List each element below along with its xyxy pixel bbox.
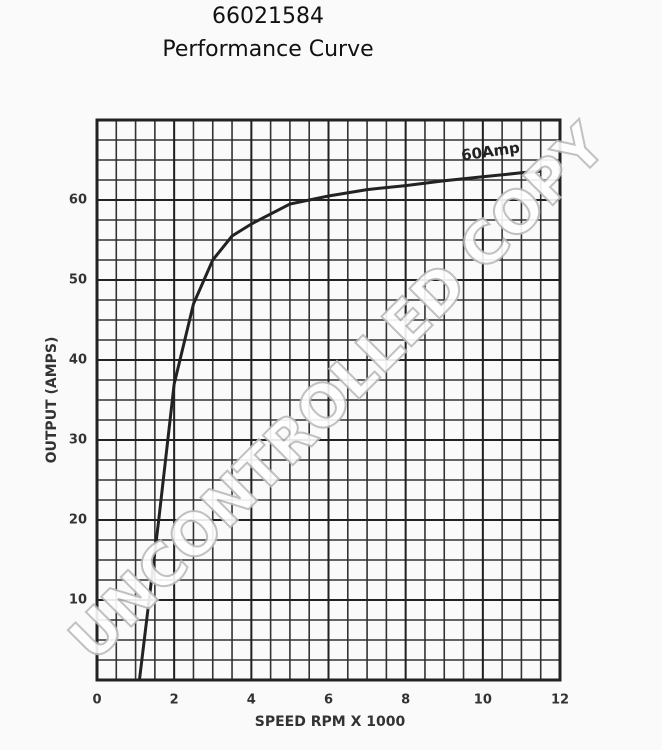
x-tick-label: 6 <box>324 693 333 708</box>
chart-subtitle: Performance Curve <box>162 37 373 62</box>
chart-title: 66021584 <box>212 4 324 29</box>
y-tick-label: 10 <box>69 593 87 608</box>
x-tick-label: 2 <box>170 693 179 708</box>
x-axis-label: SPEED RPM X 1000 <box>255 714 406 730</box>
x-tick-label: 0 <box>92 693 101 708</box>
x-tick-label: 10 <box>474 693 492 708</box>
y-tick-label: 20 <box>69 513 87 528</box>
y-axis-label: OUTPUT (AMPS) <box>44 337 60 464</box>
x-tick-label: 12 <box>551 693 569 708</box>
y-tick-label: 30 <box>69 433 87 448</box>
x-tick-label: 4 <box>247 693 256 708</box>
y-tick-label: 40 <box>69 353 87 368</box>
y-tick-label: 50 <box>69 273 87 288</box>
y-tick-label: 60 <box>69 193 87 208</box>
line-series <box>137 169 541 681</box>
x-tick-label: 8 <box>401 693 410 708</box>
